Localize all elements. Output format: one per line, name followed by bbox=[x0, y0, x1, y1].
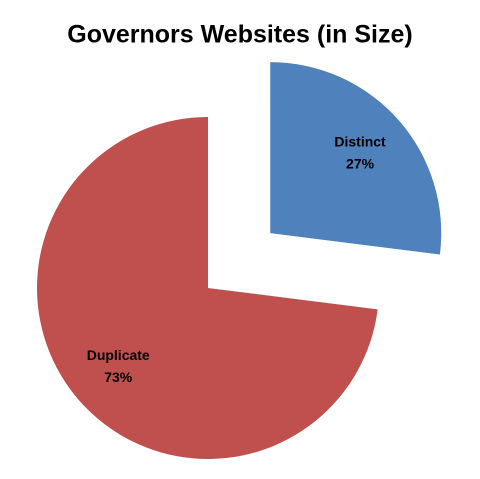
slice-label: Distinct bbox=[334, 134, 386, 150]
slice-label: Duplicate bbox=[87, 347, 150, 363]
pie-slice bbox=[37, 117, 378, 459]
pie-slice bbox=[270, 62, 442, 255]
chart-title: Governors Websites (in Size) bbox=[67, 21, 412, 49]
slice-value-label: 73% bbox=[104, 369, 133, 385]
slice-value-label: 27% bbox=[346, 156, 375, 172]
